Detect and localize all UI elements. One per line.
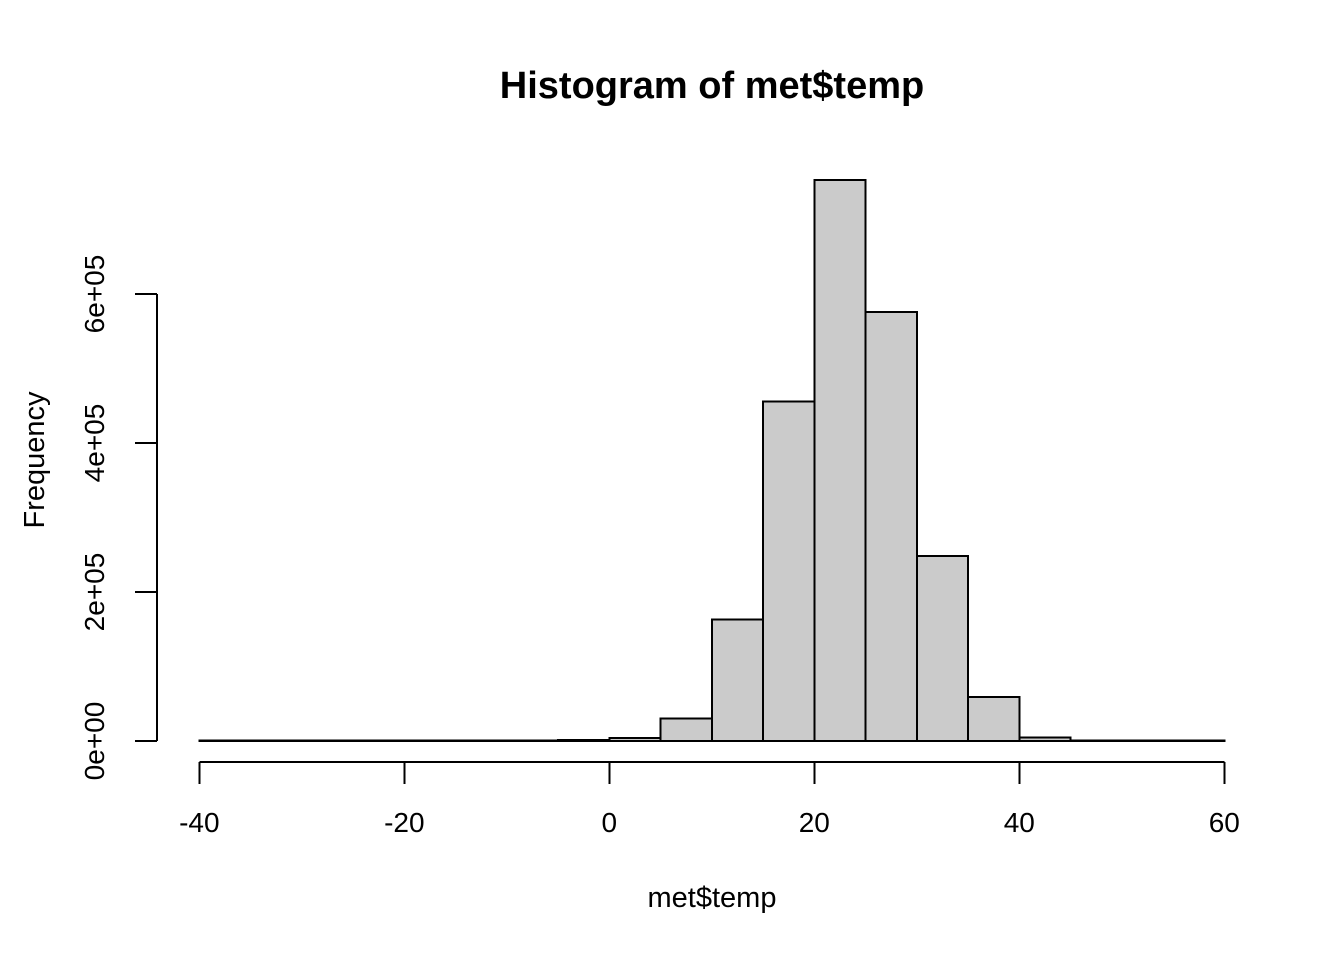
y-tick-label: 6e+05 [79,255,110,334]
histogram-bars [199,180,1224,741]
x-axis: -40 -20 0 20 40 60 [179,762,1240,838]
y-axis-label: Frequency [19,391,51,529]
y-tick-label: 2e+05 [79,553,110,632]
histogram-bar [712,620,763,741]
histogram-bar [1019,737,1070,741]
histogram-bar [609,738,660,741]
chart-title: Histogram of met$temp [500,65,924,107]
histogram-bar [558,740,609,741]
histogram-bar [866,312,917,741]
x-tick-label: 0 [602,807,618,838]
y-tick-label: 4e+05 [79,404,110,483]
histogram-bar [814,180,865,741]
histogram-bar [661,719,712,741]
y-axis: 0e+00 2e+05 4e+05 6e+05 [79,255,157,781]
histogram-bar [968,697,1019,741]
histogram-bar [507,740,558,741]
histogram-bar [1071,740,1122,741]
histogram-bar [917,556,968,741]
x-tick-label: -40 [179,807,219,838]
x-tick-label: 60 [1209,807,1240,838]
x-axis-label: met$temp [648,882,777,914]
y-tick-label: 0e+00 [79,702,110,781]
x-tick-label: 40 [1004,807,1035,838]
histogram-bar [763,401,814,741]
x-tick-label: 20 [799,807,830,838]
x-tick-label: -20 [384,807,424,838]
